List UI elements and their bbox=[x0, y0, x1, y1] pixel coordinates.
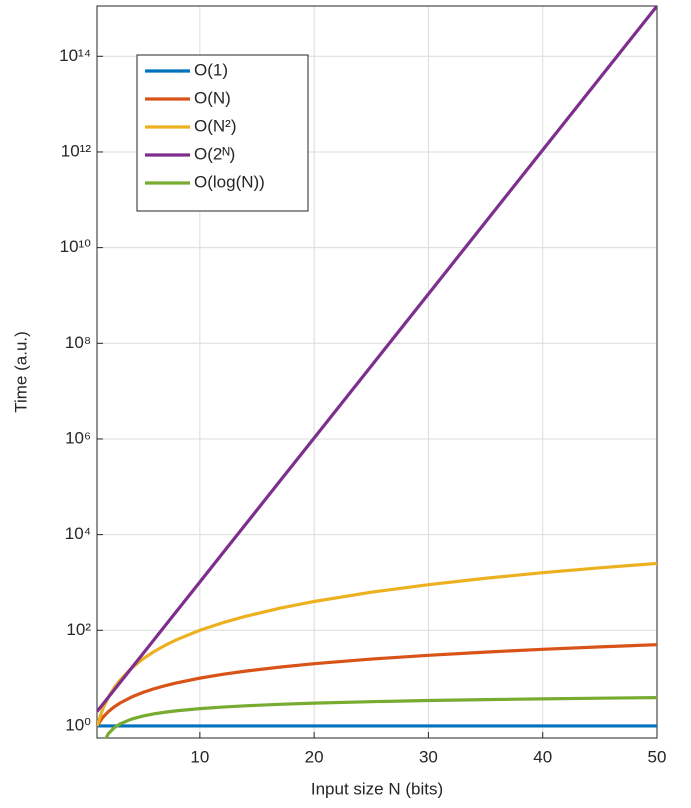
x-tick-label: 20 bbox=[305, 747, 324, 766]
y-tick-label: 10¹⁰ bbox=[60, 237, 92, 256]
y-tick-label: 10⁸ bbox=[65, 333, 91, 352]
y-axis-label: Time (a.u.) bbox=[11, 331, 30, 413]
series-line bbox=[97, 643, 657, 727]
axes-box bbox=[96, 5, 658, 739]
legend-label: O(N) bbox=[194, 88, 231, 107]
plot-lines bbox=[97, 6, 657, 738]
x-tick-label: 40 bbox=[533, 747, 552, 766]
y-tick-label: 10⁴ bbox=[65, 524, 91, 543]
y-tick-label: 10² bbox=[66, 620, 91, 639]
y-tick-label: 10¹⁴ bbox=[59, 46, 91, 65]
legend-box bbox=[136, 54, 309, 212]
legend: O(1) O(N) O(N²) O(2ᴺ) O(log(N)) bbox=[136, 54, 309, 212]
x-tick-label: 50 bbox=[648, 747, 667, 766]
legend-label: O(1) bbox=[194, 60, 228, 79]
legend-label: O(N²) bbox=[194, 116, 236, 135]
y-tick-label: 10⁰ bbox=[65, 715, 91, 734]
series-line bbox=[97, 6, 657, 713]
x-axis-label: Input size N (bits) bbox=[311, 779, 443, 798]
legend-label: O(2ᴺ) bbox=[194, 144, 235, 163]
y-tick-label: 10¹² bbox=[61, 141, 92, 160]
y-tick-label: 10⁶ bbox=[65, 428, 91, 447]
legend-label: O(log(N)) bbox=[194, 172, 265, 191]
x-tick-label: 10 bbox=[190, 747, 209, 766]
series-line bbox=[104, 696, 657, 738]
x-tick-label: 30 bbox=[419, 747, 438, 766]
